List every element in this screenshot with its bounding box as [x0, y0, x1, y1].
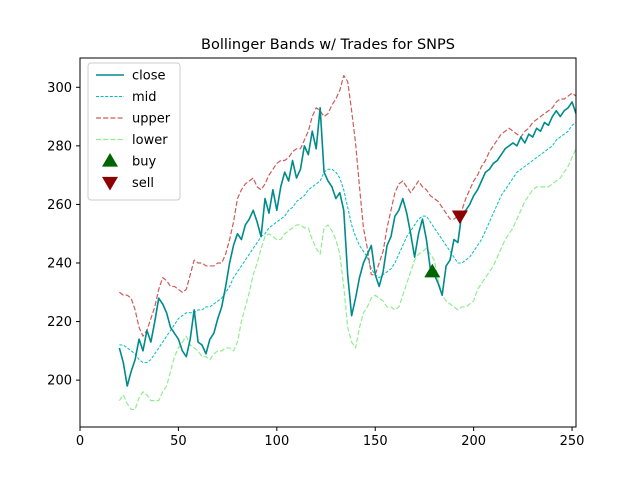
legend-label-close: close	[132, 69, 165, 84]
y-tick-label: 300	[47, 81, 72, 96]
legend-label-buy: buy	[132, 155, 156, 170]
chart-title: Bollinger Bands w/ Trades for SNPS	[201, 37, 455, 53]
legend-swatch-buy	[102, 153, 118, 167]
y-tick-label: 200	[47, 374, 72, 389]
x-tick-label: 0	[76, 434, 84, 449]
series-upper-line	[119, 74, 576, 337]
plot-area	[118, 74, 576, 411]
series-lower-line	[118, 148, 576, 411]
x-tick-label: 50	[170, 434, 187, 449]
legend-swatch-sell	[102, 176, 118, 191]
plot-frame	[79, 57, 577, 428]
sell-marker	[451, 210, 468, 225]
x-tick-label: 200	[461, 434, 486, 449]
legend-label-sell: sell	[132, 176, 154, 191]
legend-label-lower: lower	[132, 133, 168, 148]
x-tick-label: 100	[264, 434, 289, 449]
series-close-line	[118, 101, 576, 387]
y-tick-label: 240	[47, 257, 72, 272]
series-mid-line	[119, 122, 576, 364]
y-tick-label: 280	[47, 139, 72, 154]
legend-label-upper: upper	[132, 112, 171, 127]
axes: 0 50 100 150 200 250 200 220 240 260 280 300	[47, 81, 584, 449]
y-tick-label: 220	[47, 315, 72, 330]
y-tick-label: 260	[47, 198, 72, 213]
legend: close mid upper lower buy sell	[87, 62, 181, 201]
legend-label-mid: mid	[132, 90, 157, 105]
x-tick-label: 250	[560, 434, 585, 449]
x-tick-label: 150	[363, 434, 388, 449]
buy-marker	[424, 263, 441, 278]
